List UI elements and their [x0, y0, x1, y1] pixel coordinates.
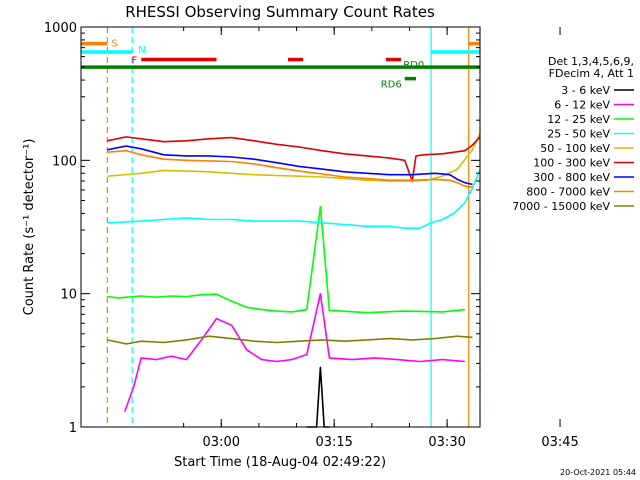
- legend-entry-label: 3 - 6 keV: [561, 84, 610, 97]
- flag-label-rd6: RD6: [381, 80, 402, 91]
- legend-title-line: Det 1,3,4,5,6,9,: [548, 55, 634, 68]
- legend-entry-label: 300 - 800 keV: [533, 171, 610, 184]
- series-line-4: [107, 169, 481, 229]
- x-axis-label: Start Time (18-Aug-04 02:49:22): [174, 455, 386, 470]
- legend-title-line: FDecim 4, Att 1: [549, 67, 634, 80]
- legend-entry-label: 7000 - 15000 keV: [512, 200, 610, 213]
- legend-layer: Det 1,3,4,5,6,9,FDecim 4, Att 1 3 - 6 keV…: [512, 55, 634, 213]
- series-line-6: [107, 136, 481, 182]
- chart-title: RHESSI Observing Summary Count Rates: [125, 3, 435, 21]
- flag-label-f: F: [131, 56, 137, 67]
- series-line-5: [107, 132, 481, 182]
- x-tick-label: 03:45: [541, 435, 578, 450]
- series-line-1: [306, 366, 330, 428]
- series-line-3: [107, 205, 465, 314]
- legend-entry-label: 12 - 25 keV: [547, 113, 610, 126]
- x-tick-label: 03:15: [315, 435, 352, 450]
- legend-entry-label: 25 - 50 keV: [547, 128, 610, 141]
- legend-entry-label: 6 - 12 keV: [554, 99, 610, 112]
- series-line-7: [107, 145, 473, 186]
- series-layer: [107, 132, 481, 428]
- legend-entry-label: 50 - 100 keV: [540, 142, 610, 155]
- flag-label-s: S: [111, 39, 117, 50]
- y-tick-label: 1: [69, 421, 77, 436]
- plot-frame: [80, 26, 481, 428]
- x-tick-label: 03:30: [428, 435, 465, 450]
- flag-label-n: N: [138, 45, 145, 56]
- y-axis-label: Count Rate (s⁻¹ detector⁻¹): [22, 139, 37, 316]
- flag-label-rd0: RD0: [403, 60, 424, 71]
- x-tick-label: 03:00: [203, 435, 240, 450]
- y-tick-label: 100: [52, 154, 77, 169]
- series-line-9: [107, 335, 473, 345]
- y-tick-label: 1000: [44, 21, 77, 36]
- legend-entry-label: 800 - 7000 keV: [526, 186, 610, 199]
- series-line-8: [107, 149, 473, 188]
- legend-entry-label: 100 - 300 keV: [533, 157, 610, 170]
- footer-date: 20-Oct-2021 05:44: [560, 468, 636, 477]
- series-line-2: [123, 292, 465, 413]
- y-tick-label: 10: [60, 288, 77, 303]
